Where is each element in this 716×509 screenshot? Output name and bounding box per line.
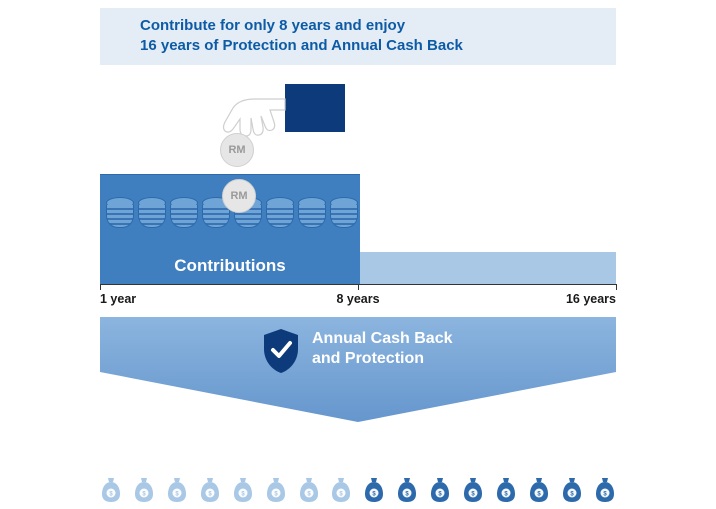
coin-rm-falling: RM — [220, 133, 254, 167]
contribution-timeline: Contributions 1 year8 years16 years — [100, 174, 616, 299]
band-line1: Annual Cash Back — [312, 329, 452, 349]
axis-tick — [358, 284, 359, 290]
money-bag-icon: $ — [594, 475, 616, 503]
coin-stack — [298, 197, 326, 227]
coin-stack — [170, 197, 198, 227]
axis-tick-label: 1 year — [100, 292, 136, 306]
cashback-protection-band: Annual Cash Back and Protection — [100, 317, 616, 427]
shield-check-icon — [260, 327, 302, 375]
coin-stack — [106, 197, 134, 227]
coin-stack — [330, 197, 358, 227]
money-bag-icon: $ — [363, 475, 385, 503]
axis-tick-label: 16 years — [566, 292, 616, 306]
header-banner: Contribute for only 8 years and enjoy 16… — [100, 8, 616, 65]
money-bag-icon: $ — [265, 475, 287, 503]
money-bag-icon: $ — [330, 475, 352, 503]
coin-rm-landed: RM — [222, 179, 256, 213]
money-bag-icon: $ — [166, 475, 188, 503]
axis-tick — [100, 284, 101, 290]
header-line1: Contribute for only 8 years and enjoy — [140, 16, 600, 36]
money-bag-icon: $ — [429, 475, 451, 503]
money-bags-row: $ $ $ $ $ $ $ $ $ $ $ $ $ $ $ $ — [100, 475, 616, 503]
axis-tick — [616, 284, 617, 290]
header-line2: 16 years of Protection and Annual Cash B… — [140, 36, 600, 56]
money-bag-icon: $ — [495, 475, 517, 503]
band-text: Annual Cash Back and Protection — [312, 329, 452, 369]
money-bag-icon: $ — [462, 475, 484, 503]
money-bag-icon: $ — [100, 475, 122, 503]
money-bag-icon: $ — [528, 475, 550, 503]
money-bag-icon: $ — [199, 475, 221, 503]
coin-stack — [266, 197, 294, 227]
money-bag-icon: $ — [561, 475, 583, 503]
hand-dropping-coin: RM RM — [0, 69, 716, 174]
coin-stack — [138, 197, 166, 227]
money-bag-icon: $ — [133, 475, 155, 503]
money-bag-icon: $ — [232, 475, 254, 503]
band-line2: and Protection — [312, 349, 452, 369]
money-bag-icon: $ — [298, 475, 320, 503]
money-bag-icon: $ — [396, 475, 418, 503]
axis-tick-label: 8 years — [336, 292, 379, 306]
contributions-label: Contributions — [100, 256, 360, 276]
remaining-period-box — [360, 252, 616, 284]
